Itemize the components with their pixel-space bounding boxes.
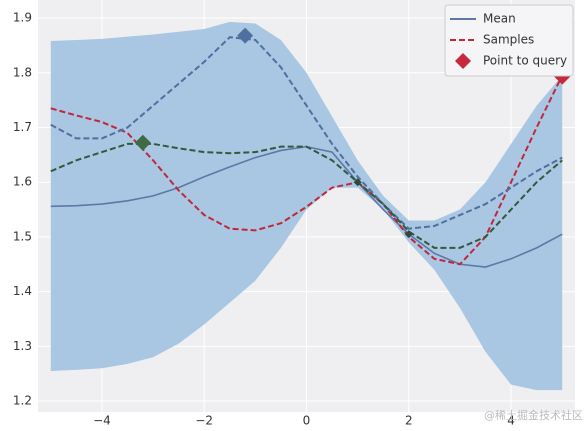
- x-tick-label: 2: [405, 414, 413, 428]
- query-point: [237, 27, 254, 44]
- legend-label: Point to query: [483, 54, 567, 68]
- y-tick-label: 1.3: [13, 339, 32, 353]
- query-point: [134, 134, 151, 151]
- query-point: [404, 230, 413, 239]
- x-tick-label: −2: [195, 414, 213, 428]
- legend-label: Samples: [483, 33, 534, 47]
- query-point: [353, 178, 362, 187]
- y-tick-label: 1.5: [13, 229, 32, 243]
- legend-box: [444, 4, 574, 77]
- y-tick-label: 1.4: [13, 284, 32, 298]
- x-tick-label: 0: [303, 414, 311, 428]
- y-tick-label: 1.6: [13, 175, 32, 189]
- y-tick-label: 1.7: [13, 120, 32, 134]
- x-tick-label: −4: [93, 414, 111, 428]
- x-tick-label: 4: [507, 414, 515, 428]
- legend: Mean Samples Point to query: [444, 4, 574, 77]
- series-line: [50, 36, 563, 230]
- legend-marker: [455, 53, 471, 69]
- watermark: @稀土掘金技术社区: [484, 408, 583, 422]
- y-tick-label: 1.2: [13, 394, 32, 408]
- legend-label: Mean: [483, 12, 516, 26]
- confidence-band: [50, 21, 563, 391]
- y-tick-label: 1.9: [13, 11, 32, 25]
- y-tick-label: 1.8: [13, 65, 32, 79]
